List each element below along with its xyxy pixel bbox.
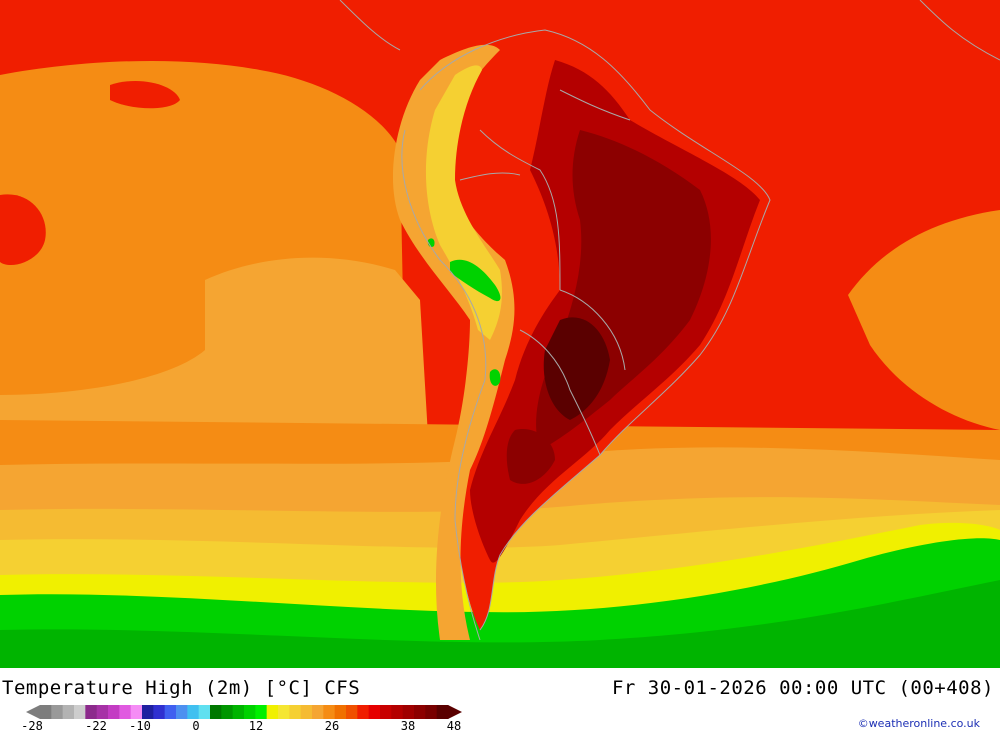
legend-swatch [436,705,449,719]
legend-swatch [142,705,154,719]
legend-swatch [74,705,86,719]
pacific-red-patch [0,194,46,266]
legend-tick-label: 12 [248,719,264,733]
legend-swatch [414,705,426,719]
legend-tick-label: -10 [129,719,151,733]
nw-red-band [0,0,1000,40]
legend-swatch [266,705,279,719]
legend-swatch [130,705,143,719]
legend-swatch [278,705,290,719]
legend-swatch [357,705,370,719]
legend-swatch [153,705,166,719]
legend-swatch [119,705,132,719]
legend-arrow-low [26,705,40,719]
andes-light-orange [392,44,515,640]
legend-swatch [51,705,64,719]
legend-swatch [187,705,200,719]
legend-swatch [368,705,381,719]
legend-swatch [289,705,302,719]
legend-swatch [40,705,52,719]
country-borders [339,0,1000,641]
legend-swatch [85,705,98,719]
andes-green-1 [450,259,501,302]
legend-tick-label: -28 [21,719,43,733]
credit-link[interactable]: ©weatheronline.co.uk [857,717,980,730]
color-legend [26,705,462,719]
legend-arrow-high [448,705,462,719]
legend-swatch [96,705,109,719]
legend-swatch [164,705,177,719]
interior-maroon [543,317,610,420]
pacific-red-patch-2 [110,80,180,109]
interior-deep-red-south [506,429,555,484]
legend-ticks: -28 -22 -10 0 12 26 38 48 [0,719,520,733]
legend-swatch [346,705,358,719]
legend-swatch [198,705,211,719]
legend-swatch [244,705,256,719]
legend-tick-label: 0 [192,719,200,733]
pacific-light-orange [0,257,430,470]
legend-swatch [300,705,313,719]
legend-swatch [334,705,347,719]
andes-green-3 [489,369,501,386]
legend-swatch [380,705,392,719]
legend-swatch [210,705,222,719]
legend-tick-label: 48 [446,719,462,733]
legend-swatch [402,705,415,719]
map-title: Temperature High (2m) [°C] CFS [2,677,361,699]
legend-swatch [255,705,268,719]
legend-tick-label: -22 [85,719,107,733]
legend-tick-label: 38 [400,719,416,733]
legend-swatch [425,705,438,719]
legend-swatch [312,705,324,719]
legend-swatch [391,705,404,719]
valid-time: Fr 30-01-2026 00:00 UTC (00+408) [611,677,994,699]
legend-swatch [62,705,75,719]
temperature-map [0,0,1000,668]
legend-swatch [221,705,234,719]
legend-tick-label: 26 [324,719,340,733]
legend-swatch [108,705,120,719]
south-dark-green-band [0,580,1000,668]
legend-swatch [176,705,188,719]
atlantic-orange-wedge [848,210,1000,430]
legend-swatch [323,705,336,719]
legend-swatch [232,705,245,719]
